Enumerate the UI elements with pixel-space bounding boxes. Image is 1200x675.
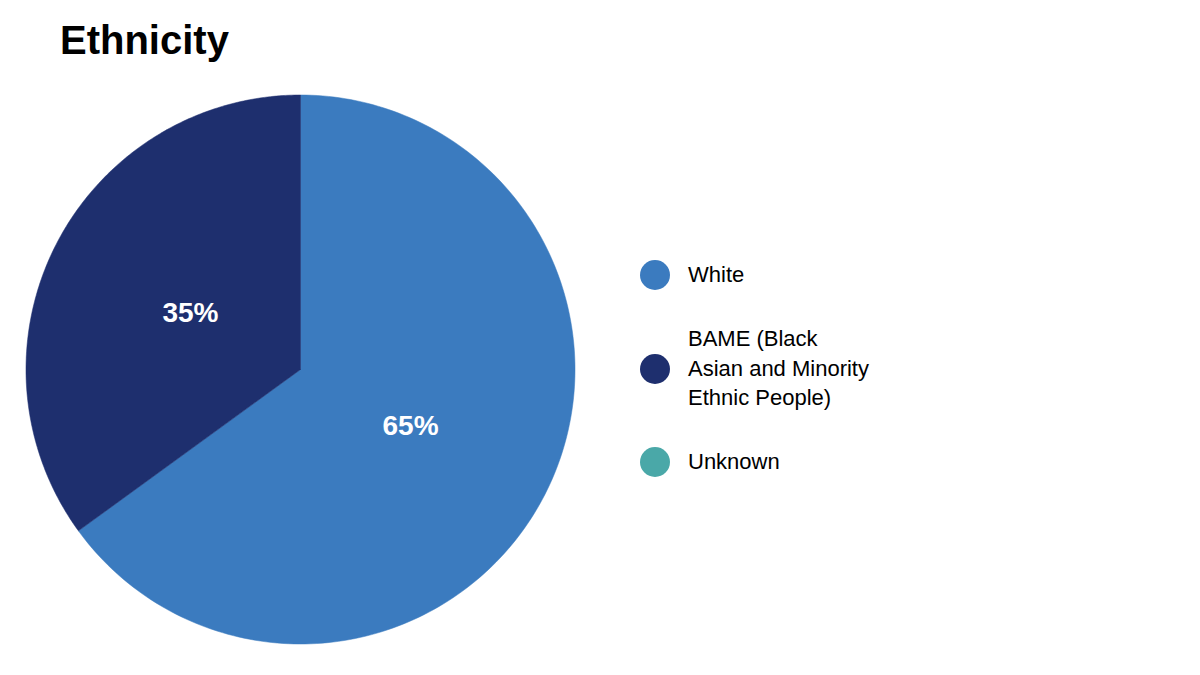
svg-text:35%: 35% bbox=[162, 297, 218, 328]
html-text:White: White bbox=[688, 262, 745, 288]
html-text:BAME (Black Asian and Minority: BAME (Black Asian and Minority Ethnic Pe… bbox=[688, 326, 869, 411]
svg-text:65%: 65% bbox=[383, 409, 439, 440]
html-text:Ethnicity: Ethnicity bbox=[60, 18, 229, 62]
html-text:Unknown: Unknown bbox=[688, 449, 780, 475]
